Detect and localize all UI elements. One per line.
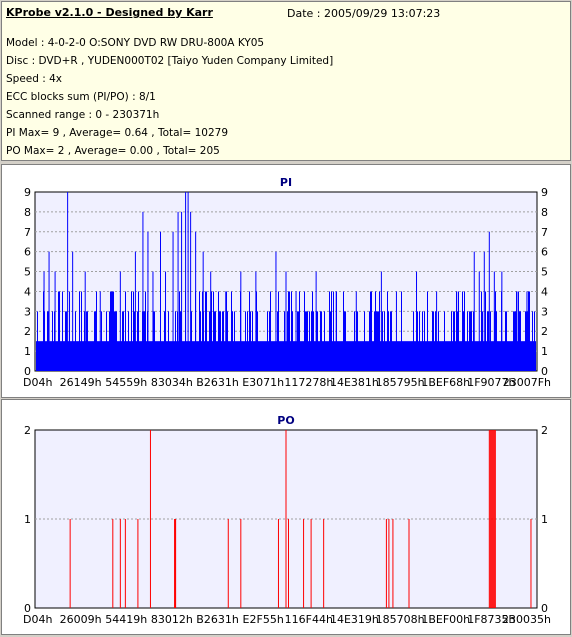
- x-tick-label: 83034h: [151, 376, 193, 389]
- x-tick-label: 1F9077h: [467, 376, 515, 389]
- y-tick-label-right: 7: [541, 226, 548, 239]
- y-tick-label-right: 0: [541, 365, 548, 378]
- x-tick-label: 116F44h: [285, 613, 333, 626]
- chart-title: PI: [280, 176, 292, 189]
- pi-stats-line: PI Max= 9 , Average= 0.64 , Total= 10279: [6, 127, 229, 139]
- po-chart: PO 0 0 1 1 2 2 D04h 26009h 54419h 83012h B2631h E2F5…: [23, 414, 551, 626]
- y-tick-label-left: 6: [24, 246, 31, 259]
- info-panel: KProbe v2.1.0 - Designed by Karr Date : …: [1, 1, 571, 161]
- y-tick-label-right: 3: [541, 305, 548, 318]
- y-tick-label-left: 7: [24, 226, 31, 239]
- x-tick-label: 230035h: [502, 613, 551, 626]
- x-tick-label: 14E381h: [330, 376, 379, 389]
- x-tick-label: 23007Fh: [503, 376, 551, 389]
- y-tick-label-left: 3: [24, 305, 31, 318]
- y-tick-label-left: 0: [24, 602, 31, 615]
- y-tick-label-right: 5: [541, 266, 548, 279]
- y-tick-label-left: 4: [24, 285, 31, 298]
- x-tick-label: 83012h: [151, 613, 193, 626]
- x-tick-label: E3071h: [242, 376, 284, 389]
- y-tick-label-right: 8: [541, 206, 548, 219]
- y-tick-label-left: 2: [24, 424, 31, 437]
- x-tick-label: 1BEF00h: [421, 613, 470, 626]
- x-tick-label: 54559h: [105, 376, 147, 389]
- x-tick-label: D04h: [23, 613, 52, 626]
- y-tick-label-left: 9: [24, 186, 31, 199]
- y-tick-label-left: 1: [24, 513, 31, 526]
- x-tick-label: 14E319h: [330, 613, 379, 626]
- x-tick-label: D04h: [23, 376, 52, 389]
- pi-chart-panel: PI 0 0 1 1 2 2 3 3 4 4 5 5 6 6 7 7 8 8 9 9 D04h 26149h 54559h 83…: [1, 164, 571, 398]
- po-chart-panel: PO 0 0 1 1 2 2 D04h 26009h 54419h 83012h B2631h E2F5…: [1, 399, 571, 635]
- x-tick-label: 117278h: [284, 376, 333, 389]
- app-title: KProbe v2.1.0 - Designed by Karr: [6, 6, 213, 19]
- ecc-line: ECC blocks sum (PI/PO) : 8/1: [6, 91, 156, 103]
- po-stats-line: PO Max= 2 , Average= 0.00 , Total= 205: [6, 145, 220, 157]
- y-tick-label-left: 5: [24, 266, 31, 279]
- y-tick-label-right: 2: [541, 325, 548, 338]
- y-tick-label-left: 0: [24, 365, 31, 378]
- y-tick-label-left: 8: [24, 206, 31, 219]
- y-tick-label-right: 2: [541, 424, 548, 437]
- x-tick-label: B2631h: [196, 613, 239, 626]
- x-tick-label: 1F8735h: [467, 613, 515, 626]
- x-tick-label: 185795h: [376, 376, 425, 389]
- y-tick-label-right: 4: [541, 285, 548, 298]
- x-tick-label: 54419h: [105, 613, 147, 626]
- chart-title: PO: [277, 414, 294, 427]
- disc-line: Disc : DVD+R , YUDEN000T02 [Taiyo Yuden …: [6, 55, 334, 67]
- y-tick-label-left: 1: [24, 345, 31, 358]
- scan-date: Date : 2005/09/29 13:07:23: [287, 7, 441, 20]
- speed-line: Speed : 4x: [6, 73, 63, 85]
- x-tick-label: 26149h: [60, 376, 102, 389]
- x-tick-label: E2F55h: [243, 613, 284, 626]
- y-tick-label-right: 1: [541, 513, 548, 526]
- x-tick-label: 26009h: [60, 613, 102, 626]
- y-tick-label-right: 0: [541, 602, 548, 615]
- x-tick-label: B2631h: [196, 376, 239, 389]
- pi-chart: PI 0 0 1 1 2 2 3 3 4 4 5 5 6 6 7 7 8 8 9 9 D04h 26149h 54559h 83…: [23, 176, 551, 389]
- model-line: Model : 4-0-2-0 O:SONY DVD RW DRU-800A K…: [6, 37, 265, 49]
- y-tick-label-right: 9: [541, 186, 548, 199]
- x-tick-label: 185708h: [376, 613, 425, 626]
- x-tick-label: 1BEF68h: [421, 376, 470, 389]
- y-tick-label-left: 2: [24, 325, 31, 338]
- y-tick-label-right: 1: [541, 345, 548, 358]
- range-line: Scanned range : 0 - 230371h: [6, 109, 160, 121]
- y-tick-label-right: 6: [541, 246, 548, 259]
